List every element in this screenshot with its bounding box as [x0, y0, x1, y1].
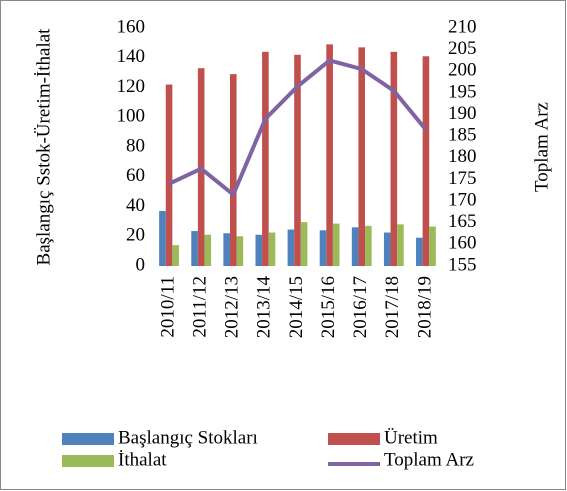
bar	[165, 84, 173, 267]
y-tick-label: 120	[117, 76, 146, 97]
bar	[397, 224, 404, 266]
bar	[287, 229, 295, 266]
bar	[255, 234, 263, 266]
bar	[390, 51, 398, 266]
y2-tick-label: 170	[448, 189, 477, 210]
bar	[236, 236, 244, 266]
y-axis-label: Başlangıç Sstok-Üretim-İthalat	[33, 28, 54, 266]
x-tick-label: 2013/14	[254, 276, 275, 339]
bar	[191, 231, 198, 266]
bar	[422, 56, 430, 267]
y2-tick-label: 210	[448, 16, 477, 37]
x-tick-label: 2011/12	[190, 276, 211, 338]
y-tick-label: 0	[136, 254, 146, 275]
x-tick-label: 2016/17	[350, 276, 371, 338]
x-tick-label: 2015/16	[318, 276, 339, 338]
bar	[268, 232, 276, 266]
y-tick-label: 140	[117, 46, 146, 67]
bar	[229, 74, 237, 266]
y-tick-label: 40	[126, 195, 145, 216]
y2-tick-label: 205	[448, 38, 477, 59]
y2-tick-label: 175	[448, 168, 477, 189]
y2-tick-label: 200	[448, 60, 477, 81]
legend-label: Toplam Arz	[384, 449, 474, 470]
legend-label: İthalat	[118, 449, 167, 470]
legend-label: Başlangıç Stokları	[118, 427, 258, 448]
bar	[332, 223, 340, 266]
y2-tick-label: 185	[448, 125, 477, 146]
y-tick-label: 60	[126, 165, 145, 186]
bar	[365, 225, 372, 266]
legend-swatch	[328, 433, 380, 445]
legend-swatch	[62, 455, 114, 467]
bar	[294, 54, 301, 267]
y-tick-label: 80	[126, 135, 145, 156]
x-tick-label: 2018/19	[414, 276, 435, 338]
y-tick-label: 100	[117, 106, 146, 127]
y-tick-label: 20	[126, 225, 145, 246]
bar	[262, 51, 269, 266]
bar	[326, 44, 333, 266]
bar	[358, 47, 366, 267]
x-tick-label: 2017/18	[382, 276, 403, 338]
bar	[383, 232, 391, 266]
y2-tick-label: 155	[448, 254, 477, 275]
bar	[223, 233, 230, 266]
bar	[300, 222, 308, 266]
bar	[319, 230, 327, 266]
y2-tick-label: 190	[448, 103, 477, 124]
line-series	[168, 58, 428, 197]
bar	[416, 237, 423, 266]
x-tick-label: 2012/13	[222, 276, 243, 338]
legend-label: Üretim	[384, 427, 438, 448]
bar	[159, 210, 166, 266]
y2-tick-label: 160	[448, 233, 477, 254]
x-tick-label: 2014/15	[286, 276, 307, 338]
legend-swatch	[62, 433, 114, 445]
y2-axis-label: Toplam Arz	[531, 102, 552, 192]
y2-tick-label: 165	[448, 211, 477, 232]
x-tick-label: 2010/11	[157, 276, 178, 338]
y2-tick-label: 180	[448, 146, 477, 167]
bar	[429, 226, 436, 266]
bar	[204, 234, 212, 266]
y2-tick-label: 195	[448, 81, 477, 102]
bar	[172, 245, 179, 266]
y-tick-label: 160	[117, 16, 146, 37]
bar	[351, 227, 359, 266]
